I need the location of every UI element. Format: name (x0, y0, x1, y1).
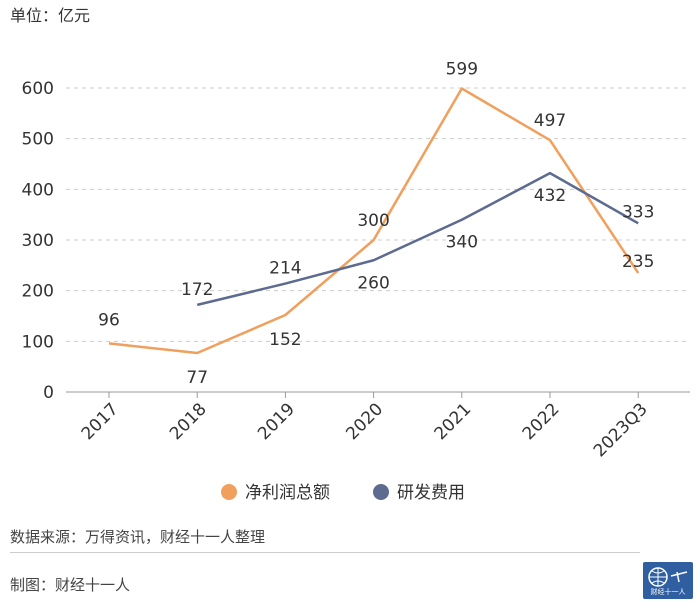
divider (10, 552, 640, 553)
data-label: 172 (181, 280, 213, 300)
data-label: 77 (186, 368, 208, 388)
author-note: 制图：财经十一人 (10, 576, 131, 594)
data-label: 432 (534, 186, 566, 206)
x-tick-label: 2021 (431, 399, 476, 444)
y-tick-label: 0 (43, 383, 54, 403)
x-tick-label: 2017 (78, 399, 123, 444)
logo: 财经十一人 (643, 562, 693, 599)
data-label: 235 (622, 252, 654, 272)
series-line (108, 87, 640, 355)
data-label: 333 (622, 202, 654, 222)
x-tick-label: 2023Q3 (590, 399, 652, 461)
globe-icon (648, 567, 688, 587)
x-tick-label: 2019 (254, 399, 299, 444)
legend-marker (373, 484, 389, 500)
data-label: 599 (446, 60, 478, 80)
y-tick-label: 600 (22, 79, 54, 99)
logo-text: 财经十一人 (650, 588, 686, 596)
data-label: 96 (98, 310, 120, 330)
y-tick-label: 500 (22, 130, 54, 150)
data-label: 214 (269, 259, 301, 279)
x-tick-label: 2022 (519, 399, 564, 444)
data-label: 260 (357, 273, 389, 293)
legend-marker (221, 484, 237, 500)
data-label: 300 (357, 211, 389, 231)
data-label: 152 (269, 330, 301, 350)
line-chart: 0 100 200 300 400 500 600 2017 2018 2019 2020 2021 2… (22, 60, 690, 503)
y-tick-label: 300 (22, 231, 54, 251)
y-tick-label: 400 (22, 180, 54, 200)
x-tick-label: 2018 (166, 399, 211, 444)
x-tick-label: 2020 (342, 399, 387, 444)
data-label: 497 (534, 111, 566, 131)
y-tick-label: 100 (22, 332, 54, 352)
source-note: 数据来源：万得资讯，财经十一人整理 (10, 528, 266, 546)
y-tick-label: 200 (22, 282, 54, 302)
legend-label: 净利润总额 (245, 483, 330, 503)
legend-label: 研发费用 (397, 483, 465, 503)
unit-label: 单位：亿元 (10, 6, 91, 25)
series-line (196, 171, 639, 307)
data-label: 340 (446, 233, 478, 253)
